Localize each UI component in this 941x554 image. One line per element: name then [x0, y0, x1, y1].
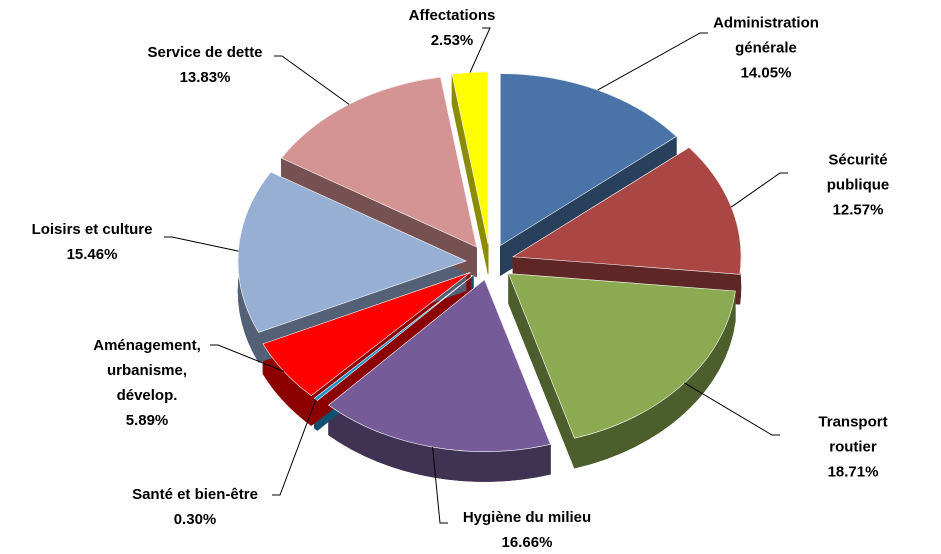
leader-line — [210, 344, 285, 372]
slice-label: Sécurité publique 12.57% — [817, 148, 900, 223]
category-label: Loisirs et culture — [31, 221, 153, 238]
category-label: Hygiène du milieu — [462, 509, 592, 526]
slice-label: Hygiène du milieu 16.66% — [463, 505, 591, 554]
slice-label: Aménagement, urbanisme, dévelop. 5.89% — [93, 333, 201, 433]
value-label: 12.57% — [832, 201, 884, 219]
category-label: Affectations — [408, 7, 496, 24]
category-label: Aménagement, urbanisme, dévelop. — [93, 337, 201, 404]
pie-slice — [508, 273, 736, 439]
value-label: 14.05% — [740, 64, 792, 82]
value-label: 13.83% — [179, 69, 231, 86]
leader-line — [274, 55, 350, 105]
category-label: Transport routier — [818, 413, 888, 456]
leader-line — [684, 382, 780, 436]
category-label: Service de dette — [147, 44, 263, 61]
slice-label: Loisirs et culture 15.46% — [32, 217, 153, 267]
slice-label: Santé et bien-être 0.30% — [132, 482, 258, 532]
slice-label: Administration générale 14.05% — [713, 11, 819, 86]
leader-line — [272, 399, 317, 496]
pie-slice — [262, 272, 471, 397]
pie-slice — [451, 71, 489, 245]
category-label: Sécurité publique — [826, 151, 890, 194]
value-label: 2.53% — [430, 32, 474, 49]
leader-line — [432, 447, 448, 524]
leader-line — [164, 236, 239, 252]
slice-label: Service de dette 13.83% — [147, 40, 262, 90]
value-label: 15.46% — [66, 246, 118, 263]
value-label: 0.30% — [173, 511, 217, 528]
value-label: 18.71% — [827, 463, 879, 481]
leader-line — [469, 27, 491, 73]
leader-line — [730, 172, 788, 208]
slice-label: Affectations 2.53% — [409, 3, 496, 53]
value-label: 5.89% — [125, 412, 169, 429]
category-label: Administration générale — [713, 14, 819, 57]
pie-slice — [313, 274, 474, 401]
pie-slice — [512, 147, 742, 275]
category-label: Santé et bien-être — [132, 486, 258, 503]
value-label: 16.66% — [501, 534, 553, 551]
pie-slice — [328, 279, 551, 452]
leader-line — [597, 32, 708, 91]
slice-label: Transport routier 18.71% — [809, 410, 897, 485]
